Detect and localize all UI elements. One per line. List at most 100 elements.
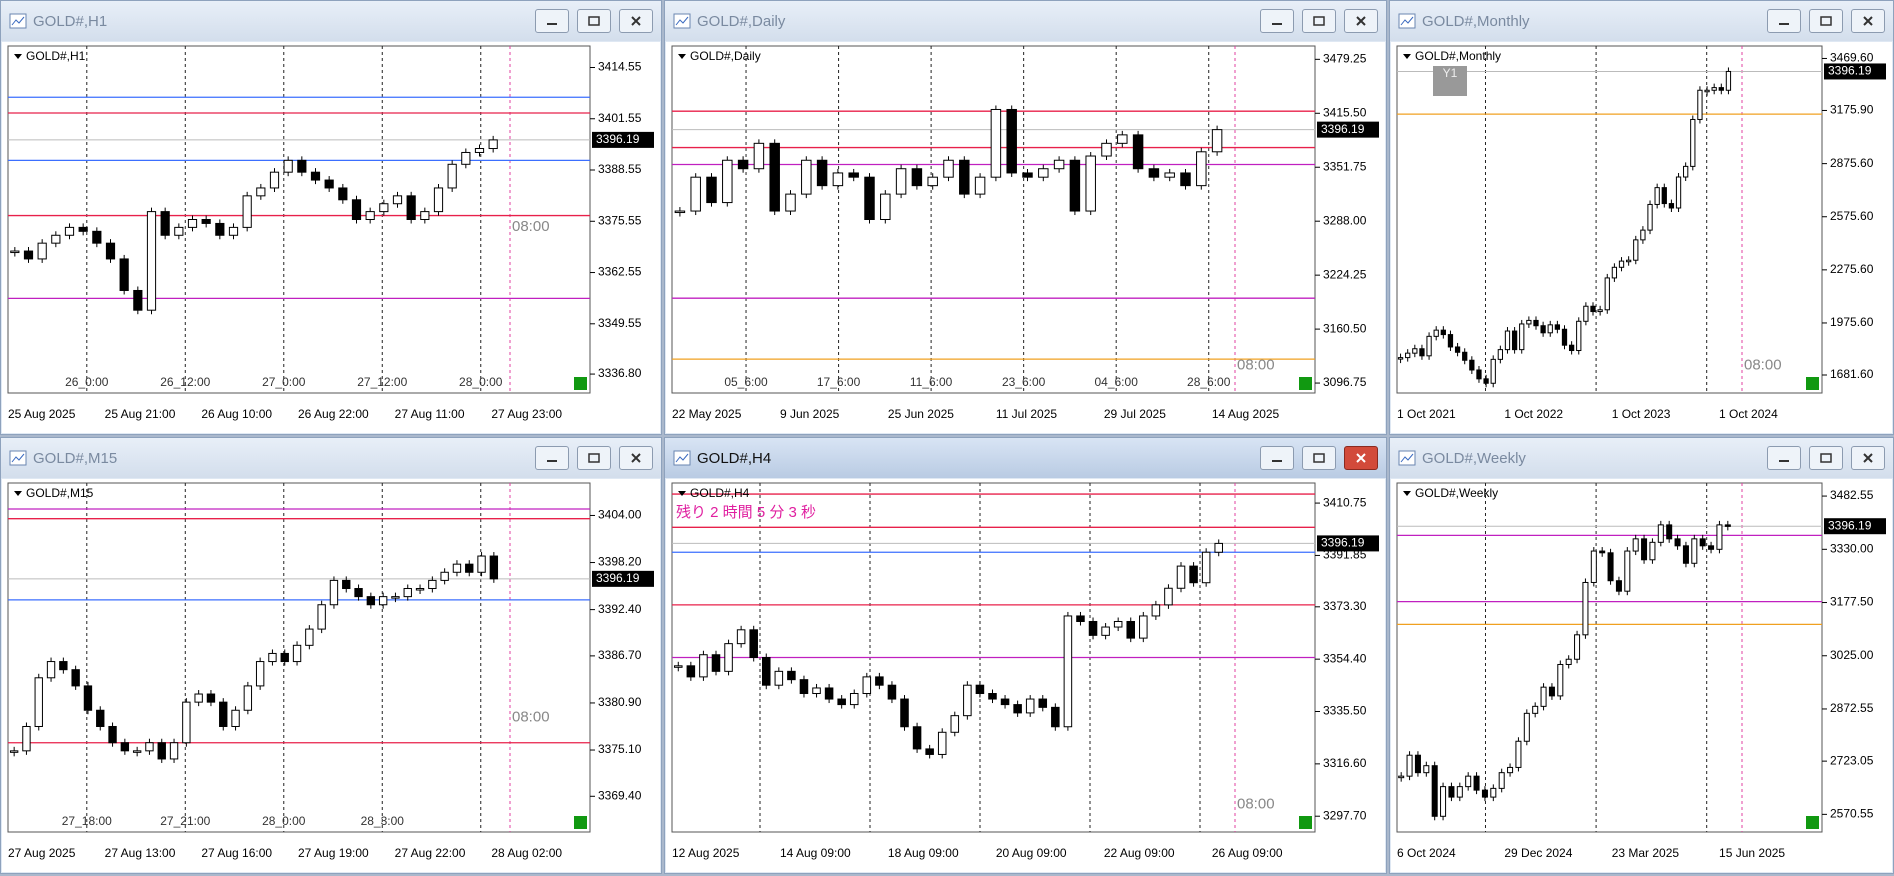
minimize-button[interactable] bbox=[1767, 446, 1801, 470]
candle bbox=[799, 679, 809, 695]
candle bbox=[1447, 334, 1454, 348]
minimize-button[interactable] bbox=[1260, 446, 1294, 470]
candle bbox=[824, 687, 834, 700]
y-tick-label: 3336.80 bbox=[598, 366, 642, 380]
close-button[interactable] bbox=[1344, 446, 1378, 470]
candle bbox=[686, 665, 696, 678]
candle bbox=[342, 579, 351, 590]
window-title: GOLD#,Daily bbox=[697, 12, 786, 30]
maximize-button[interactable] bbox=[577, 446, 611, 470]
candle bbox=[1640, 229, 1646, 241]
y-tick-label: 2570.55 bbox=[1830, 807, 1874, 821]
maximize-button[interactable] bbox=[1809, 9, 1843, 33]
x-tick-label: 1 Oct 2023 bbox=[1612, 407, 1671, 421]
candle bbox=[1547, 324, 1553, 334]
title-bar: GOLD#,Daily bbox=[665, 1, 1386, 41]
minimize-button[interactable] bbox=[535, 9, 569, 33]
candle bbox=[59, 661, 68, 671]
icon bbox=[1356, 16, 1366, 26]
period-button bbox=[1433, 66, 1467, 96]
chart: 3469.60 3175.90 2875.60 2575.60 2275.60 1975.… bbox=[1391, 42, 1892, 433]
candle bbox=[1431, 765, 1438, 817]
candle bbox=[392, 195, 403, 205]
x-tick-label: 25 Jun 2025 bbox=[888, 407, 954, 421]
candle bbox=[837, 698, 846, 706]
candle bbox=[1412, 348, 1418, 354]
close-button[interactable] bbox=[619, 9, 653, 33]
close-button[interactable] bbox=[619, 446, 653, 470]
candle bbox=[1085, 155, 1096, 212]
plot-frame bbox=[7, 45, 591, 394]
candle bbox=[64, 226, 75, 236]
candle bbox=[461, 151, 471, 165]
candle bbox=[1718, 87, 1724, 91]
candle bbox=[1597, 309, 1603, 313]
y-tick-label: 3288.00 bbox=[1323, 213, 1367, 227]
price-tag bbox=[1317, 121, 1379, 138]
maximize-button[interactable] bbox=[577, 9, 611, 33]
candle bbox=[1504, 330, 1511, 351]
time-note: 08:00 bbox=[1744, 357, 1782, 374]
x-tick-label: 22 Aug 09:00 bbox=[1104, 846, 1175, 860]
candle bbox=[283, 159, 293, 173]
price-tag bbox=[1824, 518, 1886, 535]
minimize-button[interactable] bbox=[1260, 9, 1294, 33]
candle bbox=[1063, 615, 1073, 728]
candle bbox=[1607, 552, 1614, 582]
maximize-button[interactable] bbox=[1809, 446, 1843, 470]
candle bbox=[1704, 89, 1710, 93]
window-icon bbox=[9, 450, 27, 466]
candle bbox=[1088, 620, 1098, 636]
candle bbox=[206, 693, 216, 703]
candle bbox=[1661, 187, 1667, 205]
candle bbox=[1490, 358, 1496, 384]
candle bbox=[1426, 335, 1432, 357]
icon bbox=[1313, 16, 1325, 26]
candle bbox=[1176, 565, 1186, 589]
candle bbox=[157, 742, 166, 760]
candle bbox=[1511, 330, 1518, 351]
x-tick-label: 27 Aug 23:00 bbox=[491, 407, 562, 421]
candle bbox=[415, 588, 425, 591]
close-button[interactable] bbox=[1344, 9, 1378, 33]
minimize-button[interactable] bbox=[1767, 9, 1801, 33]
candle bbox=[674, 210, 686, 214]
candle bbox=[1582, 581, 1589, 636]
candle bbox=[761, 657, 771, 686]
separator-label: 28_3:00 bbox=[361, 814, 405, 828]
chart-window: GOLD#,H1 26_0:00 26_12:00 27_0:00 27_12:00 28… bbox=[0, 0, 662, 435]
candle bbox=[912, 726, 922, 750]
chart: 27_18:00 27_21:00 28_0:00 28_3:00 3404.00 339… bbox=[2, 479, 660, 872]
candle bbox=[366, 596, 376, 606]
candle bbox=[108, 725, 117, 744]
candle bbox=[1725, 70, 1732, 91]
candle bbox=[963, 684, 972, 717]
title-bar: GOLD#,H1 bbox=[1, 1, 661, 41]
y-tick-label: 3398.20 bbox=[598, 555, 642, 569]
maximize-button[interactable] bbox=[1302, 9, 1336, 33]
y-tick-label: 2575.60 bbox=[1830, 209, 1874, 223]
candle bbox=[1433, 329, 1439, 337]
candle bbox=[801, 159, 812, 195]
icon bbox=[631, 16, 641, 26]
candle bbox=[391, 596, 400, 599]
x-tick-label: 27 Aug 2025 bbox=[8, 846, 76, 860]
separator-label: 26_12:00 bbox=[160, 375, 210, 389]
candle bbox=[1690, 118, 1696, 167]
y-tick-label: 2875.60 bbox=[1830, 156, 1874, 170]
candle bbox=[268, 652, 277, 663]
close-button[interactable] bbox=[1851, 446, 1885, 470]
close-button[interactable] bbox=[1851, 9, 1885, 33]
candle bbox=[1151, 604, 1161, 617]
minimize-button[interactable] bbox=[535, 446, 569, 470]
x-tick-label: 25 Aug 2025 bbox=[8, 407, 76, 421]
candle bbox=[862, 676, 872, 695]
maximize-button[interactable] bbox=[1302, 446, 1336, 470]
candle bbox=[737, 159, 749, 170]
candle bbox=[988, 693, 997, 700]
separator-label: 11_6:00 bbox=[910, 375, 953, 389]
plot-frame bbox=[1396, 45, 1823, 394]
y-tick-label: 3175.90 bbox=[1830, 103, 1874, 117]
candle bbox=[1469, 359, 1475, 371]
y-tick-label: 3414.55 bbox=[598, 60, 642, 74]
